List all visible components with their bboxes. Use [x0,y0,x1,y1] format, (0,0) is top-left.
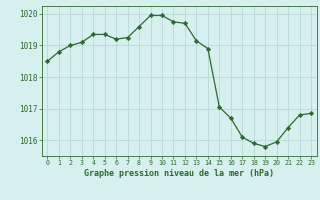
X-axis label: Graphe pression niveau de la mer (hPa): Graphe pression niveau de la mer (hPa) [84,169,274,178]
